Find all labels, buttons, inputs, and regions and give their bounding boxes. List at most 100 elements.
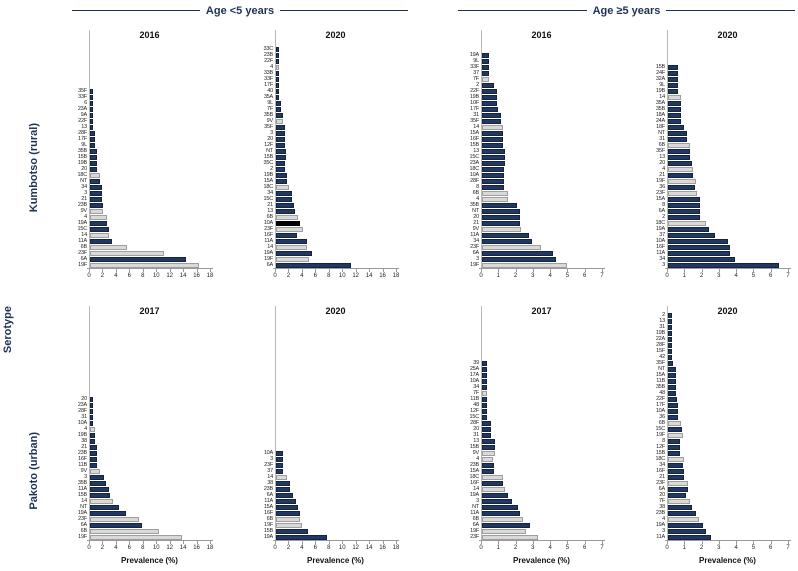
bar-row: 17F	[470, 106, 602, 112]
serotype-label: 28F	[470, 178, 479, 184]
prevalence-bar	[276, 178, 288, 184]
prevalence-bar	[276, 196, 293, 202]
x-axis-tick	[788, 541, 789, 544]
x-axis-tick-label: 14	[365, 273, 373, 279]
x-axis-tick	[102, 269, 104, 272]
serotype-label: 10A	[263, 450, 273, 456]
prevalence-bar	[276, 250, 313, 256]
bar-row: 10A	[470, 378, 602, 384]
prevalence-bar	[668, 444, 681, 450]
bar-row: 6A	[473, 250, 602, 256]
serotype-label: 15B	[263, 154, 273, 160]
prevalence-bar	[90, 534, 183, 540]
bar-row: 22F	[264, 58, 396, 64]
prevalence-bar	[90, 414, 93, 420]
serotype-label: 23B	[263, 52, 273, 58]
serotype-label: 35B	[655, 384, 665, 390]
serotype-label: 38	[81, 438, 87, 444]
bar-row: 12F	[470, 408, 602, 414]
bar-row: 2	[270, 166, 396, 172]
bar-row: 11A	[78, 238, 210, 244]
serotype-label: 6A	[80, 522, 88, 528]
bar-row: 37	[267, 468, 396, 474]
bar-row: 32A	[656, 76, 788, 82]
x-axis-tick	[115, 541, 117, 544]
prevalence-bar	[668, 202, 700, 208]
x-axis-line	[665, 540, 791, 541]
bar-row: 33F	[264, 76, 396, 82]
serotype-label: 3	[476, 256, 479, 262]
bar-row: 19B	[656, 88, 788, 94]
x-axis-tick	[382, 269, 384, 272]
prevalence-bar	[90, 220, 108, 226]
serotype-label: 21	[659, 172, 665, 178]
prevalence-bar	[276, 58, 279, 64]
x-axis-tick-label: 2	[286, 273, 291, 279]
serotype-label: 7F	[658, 498, 665, 504]
bar-rows: 19A 9L 33F 37 7F 2 22F 19B 10F 17F 31 35F 14 15A 16F 15…	[470, 52, 602, 268]
bar-row: 23F	[78, 250, 210, 256]
serotype-label: 15B	[469, 142, 479, 148]
prevalence-bar	[90, 396, 93, 402]
bar-row: 9L	[659, 82, 788, 88]
serotype-label: 34	[659, 256, 665, 262]
serotype-label: 22F	[656, 396, 665, 402]
prevalence-bar	[276, 154, 287, 160]
column-header-age-5plus: Age ≥5 years	[458, 3, 795, 18]
bar-row: 15B	[78, 492, 210, 498]
prevalence-bar	[668, 534, 712, 540]
serotype-label: 33C	[263, 46, 274, 52]
serotype-label: 3	[84, 474, 87, 480]
serotype-label: 16F	[656, 468, 665, 474]
panel-pakoto-5plus-2017: 2017 39 25A 17A 10A 34 7F 11B 48 12F 15C 28F 20 31 13 1…	[451, 306, 611, 571]
x-axis-tick-label: 6	[127, 545, 131, 551]
x-axis-tick-label: 7	[600, 545, 604, 551]
serotype-label: 42	[659, 354, 665, 360]
bar-row: 28F	[656, 342, 788, 348]
prevalence-bar	[90, 112, 93, 118]
prevalence-bar	[668, 196, 700, 202]
x-axis-tick	[550, 269, 552, 272]
bar-row: 28F	[470, 420, 602, 426]
x-axis-tick-label: 0	[273, 273, 277, 279]
y-axis-line	[275, 30, 276, 268]
x-axis-tick	[169, 269, 171, 272]
bar-row: 23A	[470, 160, 602, 166]
x-axis-tick-label: 0	[273, 545, 277, 551]
bar-row: 34	[659, 256, 788, 262]
x-axis-tick	[210, 269, 211, 272]
prevalence-bar	[482, 528, 527, 534]
x-axis-line	[273, 268, 399, 269]
prevalence-bar	[90, 498, 113, 504]
serotype-label: 15B	[655, 64, 665, 70]
serotype-label: 19A	[263, 250, 273, 256]
bar-row: 15B	[470, 142, 602, 148]
serotype-label: 19F	[78, 262, 87, 268]
prevalence-bar	[668, 118, 681, 124]
x-axis-tick	[602, 541, 603, 544]
bar-row: 35F	[470, 118, 602, 124]
serotype-label: 23A	[77, 402, 87, 408]
serotype-label: 19B	[263, 172, 273, 178]
bar-row: 10A	[264, 220, 396, 226]
prevalence-bar	[276, 142, 286, 148]
serotype-label: 18C	[263, 184, 274, 190]
bar-row: 33B	[264, 70, 396, 76]
x-axis-tick-label: 1	[682, 545, 686, 551]
serotype-label: 23F	[470, 244, 479, 250]
serotype-label: 19B	[655, 88, 665, 94]
serotype-label: 33F	[264, 76, 273, 82]
prevalence-bar	[668, 166, 694, 172]
serotype-label: 11B	[656, 378, 665, 384]
x-axis-tick	[515, 541, 517, 544]
serotype-label: 18C	[655, 456, 666, 462]
serotype-label: 20	[81, 396, 87, 402]
serotype-label: 9V	[266, 118, 274, 124]
prevalence-bar	[482, 366, 488, 372]
x-axis-tick	[753, 269, 755, 272]
x-axis-title: Prevalence (%)	[699, 556, 756, 565]
y-axis-line	[481, 30, 482, 268]
x-axis-tick	[567, 541, 569, 544]
serotype-label: 16F	[656, 244, 665, 250]
bar-row: 16F	[470, 480, 602, 486]
